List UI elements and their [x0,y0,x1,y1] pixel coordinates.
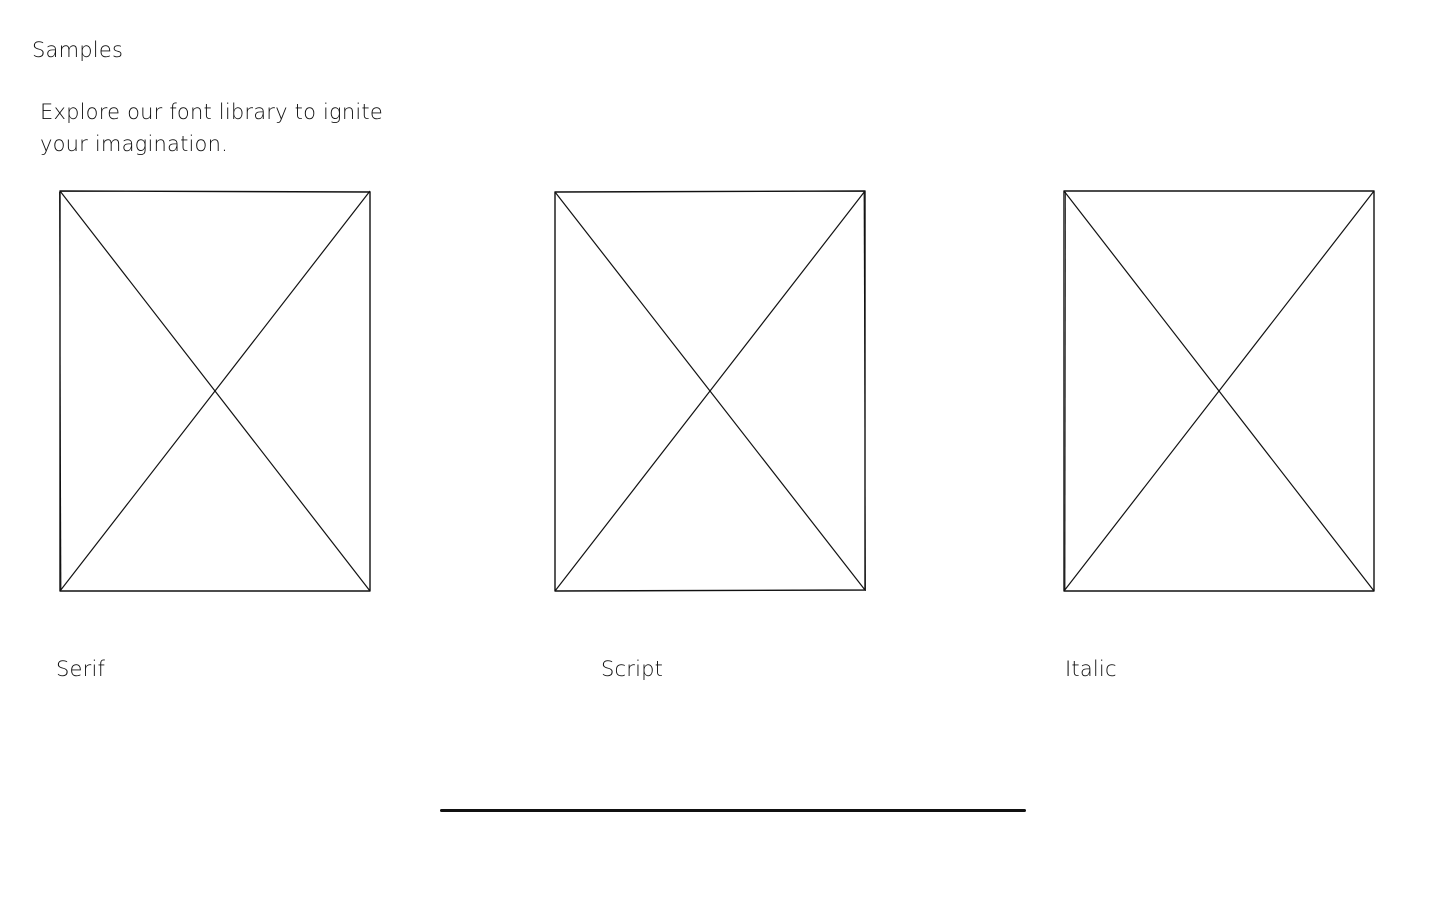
image-placeholder-script[interactable] [554,190,866,592]
card-label-script: Script [601,657,664,681]
section-title: Samples [32,38,124,62]
placeholder-image-icon [59,190,371,592]
placeholder-image-icon [554,190,866,592]
image-placeholder-italic[interactable] [1063,190,1375,592]
intro-text: Explore our font library to ignite your … [40,100,383,156]
card-label-italic: Italic [1065,657,1117,681]
divider-line [440,809,1026,812]
image-placeholder-serif[interactable] [59,190,371,592]
card-label-serif: Serif [56,657,106,681]
placeholder-image-icon [1063,190,1375,592]
